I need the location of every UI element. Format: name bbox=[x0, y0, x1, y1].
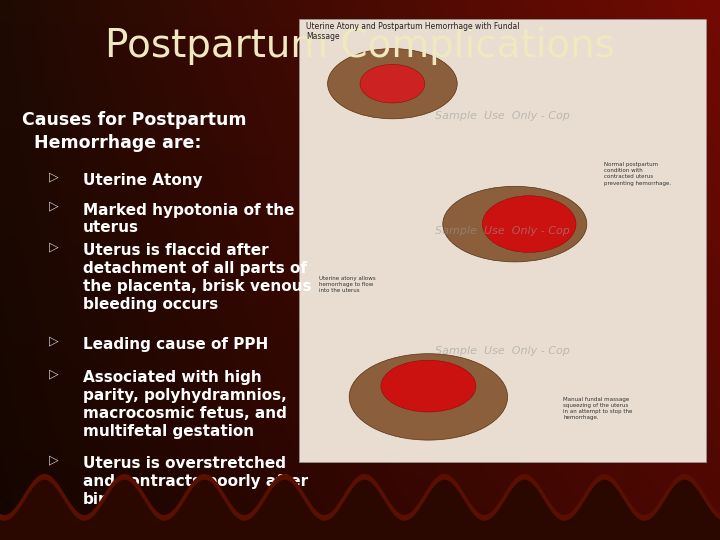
Text: ▷: ▷ bbox=[49, 335, 59, 348]
Text: Marked hypotonia of the
uterus: Marked hypotonia of the uterus bbox=[83, 202, 294, 235]
Ellipse shape bbox=[482, 195, 576, 253]
Text: ▷: ▷ bbox=[49, 240, 59, 253]
Ellipse shape bbox=[360, 64, 425, 103]
Text: Leading cause of PPH: Leading cause of PPH bbox=[83, 338, 268, 353]
Ellipse shape bbox=[443, 186, 587, 262]
Text: Uterine atony allows
hemorrhage to flow
into the uterus: Uterine atony allows hemorrhage to flow … bbox=[319, 276, 376, 293]
Ellipse shape bbox=[381, 360, 476, 412]
Ellipse shape bbox=[328, 49, 457, 119]
Text: Postpartum Complications: Postpartum Complications bbox=[105, 27, 615, 65]
Text: ▷: ▷ bbox=[49, 170, 59, 183]
Text: Normal postpartum
condition with
contracted uterus
preventing hemorrhage.: Normal postpartum condition with contrac… bbox=[604, 162, 671, 186]
Text: Uterine Atony: Uterine Atony bbox=[83, 173, 202, 188]
Text: ▷: ▷ bbox=[49, 454, 59, 467]
Text: Sample  Use  Only - Cop: Sample Use Only - Cop bbox=[435, 111, 570, 122]
Text: Uterus is overstretched
and contracts poorly after
birth: Uterus is overstretched and contracts po… bbox=[83, 456, 308, 507]
Text: Sample  Use  Only - Cop: Sample Use Only - Cop bbox=[435, 226, 570, 237]
Text: Causes for Postpartum
  Hemorrhage are:: Causes for Postpartum Hemorrhage are: bbox=[22, 111, 246, 152]
Text: ▷: ▷ bbox=[49, 367, 59, 380]
Text: ▷: ▷ bbox=[49, 200, 59, 213]
FancyBboxPatch shape bbox=[299, 19, 706, 462]
Text: Associated with high
parity, polyhydramnios,
macrocosmic fetus, and
multifetal g: Associated with high parity, polyhydramn… bbox=[83, 370, 287, 439]
Text: Uterus is flaccid after
detachment of all parts of
the placenta, brisk venous
bl: Uterus is flaccid after detachment of al… bbox=[83, 243, 311, 312]
Text: Manual fundal massage
squeezing of the uterus
in an attempt to stop the
hemorrha: Manual fundal massage squeezing of the u… bbox=[563, 397, 633, 420]
Text: Sample  Use  Only - Cop: Sample Use Only - Cop bbox=[435, 346, 570, 356]
Ellipse shape bbox=[349, 354, 508, 440]
Text: Uterine Atony and Postpartum Hemorrhage with Fundal
Massage: Uterine Atony and Postpartum Hemorrhage … bbox=[306, 22, 520, 41]
